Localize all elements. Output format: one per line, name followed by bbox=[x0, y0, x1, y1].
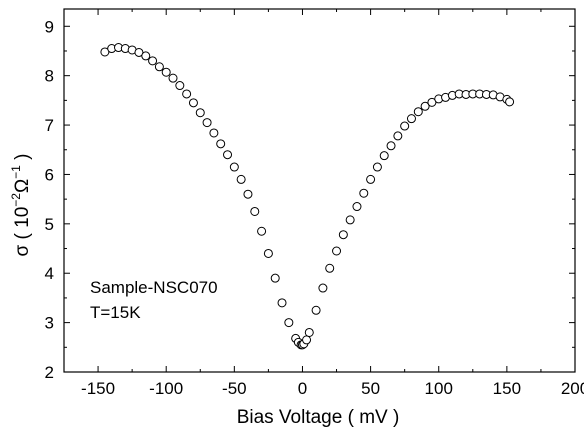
data-point bbox=[236, 174, 246, 184]
data-point bbox=[161, 67, 171, 77]
data-point bbox=[311, 305, 321, 315]
data-point bbox=[175, 81, 185, 91]
data-point bbox=[332, 246, 342, 256]
y-tick-label: 8 bbox=[45, 67, 54, 86]
plot-frame-group bbox=[63, 8, 576, 373]
data-point bbox=[223, 150, 233, 160]
data-point bbox=[250, 206, 260, 216]
data-point bbox=[188, 98, 198, 108]
x-tick-label: -100 bbox=[149, 379, 183, 398]
data-point bbox=[345, 215, 355, 225]
data-point bbox=[325, 263, 335, 273]
x-tick-label: 50 bbox=[361, 379, 380, 398]
annotation-sample: Sample-NSC070 bbox=[90, 278, 218, 297]
x-tick-label: 0 bbox=[298, 379, 307, 398]
y-tick-label: 3 bbox=[45, 314, 54, 333]
y-tick-label: 2 bbox=[45, 363, 54, 382]
data-point bbox=[277, 298, 287, 308]
y-tick-label: 6 bbox=[45, 165, 54, 184]
data-point bbox=[393, 131, 403, 141]
annotation-temperature: T=15K bbox=[90, 303, 141, 322]
data-point bbox=[263, 248, 273, 258]
y-axis-label-base: σ ( 10 bbox=[12, 207, 33, 257]
data-point bbox=[257, 226, 267, 236]
data-point bbox=[202, 118, 212, 128]
x-tick-label: 100 bbox=[425, 379, 453, 398]
data-point bbox=[209, 128, 219, 138]
data-point bbox=[304, 327, 314, 337]
x-tick-label: -50 bbox=[222, 379, 247, 398]
x-tick-label: -150 bbox=[81, 379, 115, 398]
y-axis-label-exp1: −2 bbox=[9, 193, 23, 207]
data-point bbox=[229, 162, 239, 172]
y-axis-label-exp2: −1 bbox=[9, 165, 23, 179]
data-point bbox=[243, 189, 253, 199]
data-point bbox=[154, 62, 164, 72]
x-axis-label: Bias Voltage ( mV ) bbox=[237, 407, 400, 428]
y-tick-label: 4 bbox=[45, 264, 54, 283]
y-tick-label: 5 bbox=[45, 215, 54, 234]
x-tick-label: 200 bbox=[561, 379, 584, 398]
x-axis-ticks: -150 -100 -50 0 50 100 150 200 bbox=[63, 9, 584, 398]
data-point bbox=[386, 141, 396, 151]
y-axis-label: σ ( 10−2Ω−1 ) bbox=[9, 154, 33, 257]
data-point bbox=[284, 318, 294, 328]
y-axis-ticks: 2 3 4 5 6 7 8 9 bbox=[45, 17, 575, 382]
data-point bbox=[182, 89, 192, 99]
x-tick-label: 150 bbox=[493, 379, 521, 398]
data-point bbox=[366, 174, 376, 184]
data-point bbox=[318, 283, 328, 293]
data-point bbox=[148, 56, 158, 66]
y-axis-label-mid: Ω bbox=[12, 179, 33, 193]
data-point bbox=[505, 97, 515, 107]
data-point bbox=[195, 108, 205, 118]
data-point bbox=[359, 188, 369, 198]
y-tick-label: 7 bbox=[45, 116, 54, 135]
data-point bbox=[413, 107, 423, 117]
data-points bbox=[100, 43, 515, 350]
data-point bbox=[270, 273, 280, 283]
data-point bbox=[216, 139, 226, 149]
data-point bbox=[406, 114, 416, 124]
data-point bbox=[379, 151, 389, 161]
data-point bbox=[168, 73, 178, 83]
data-point bbox=[141, 51, 151, 61]
y-axis-label-end: ) bbox=[12, 154, 33, 166]
data-point bbox=[400, 121, 410, 131]
plot-frame bbox=[63, 8, 576, 373]
data-point bbox=[420, 101, 430, 111]
data-point bbox=[302, 335, 312, 345]
data-point bbox=[372, 162, 382, 172]
y-tick-label: 9 bbox=[45, 17, 54, 36]
data-point bbox=[338, 230, 348, 240]
data-point bbox=[352, 202, 362, 212]
